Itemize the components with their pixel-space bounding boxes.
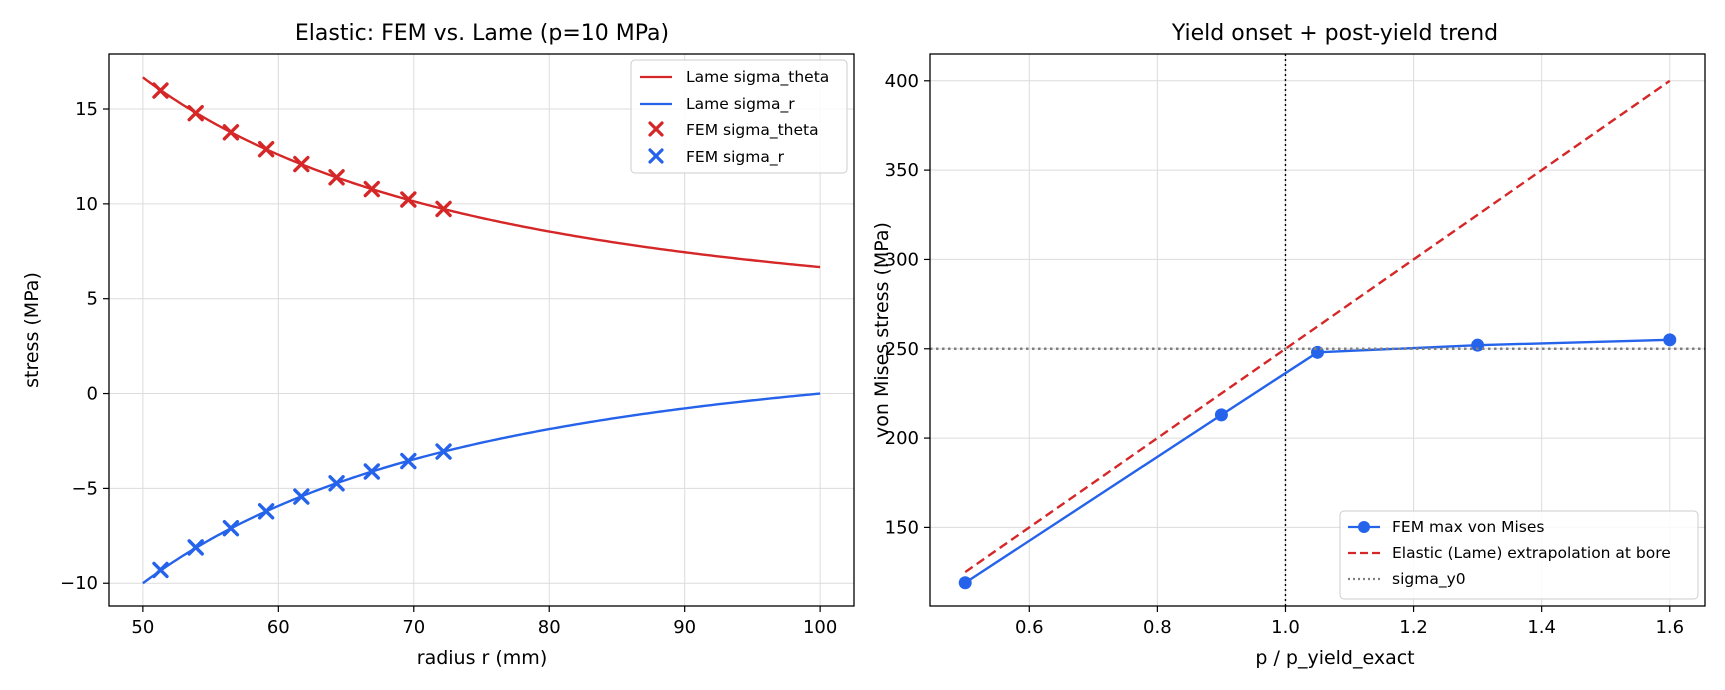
x-tick-label: 1.0: [1271, 617, 1300, 638]
y-tick-label: 250: [885, 339, 919, 360]
y-tick-label: 10: [75, 194, 98, 215]
series-fem-sigma-theta: [152, 82, 452, 218]
marker-fem-sigma-r: [435, 443, 452, 460]
x-tick-label: 60: [267, 617, 290, 638]
y-tick-label: −10: [60, 573, 98, 594]
x-tick-label: 80: [538, 617, 561, 638]
series-lame-sigma-theta: [142, 76, 821, 269]
marker-fem-sigma-theta: [222, 124, 240, 141]
y-tick-label: 400: [885, 71, 919, 92]
x-tick-label: 50: [131, 617, 154, 638]
chart-title-left: Elastic: FEM vs. Lame (p=10 MPa): [295, 21, 669, 46]
panel-right: Yield onset + post-yield trend 0.6 0.8 1.0…: [871, 21, 1706, 669]
marker-fem-sigma-r: [187, 539, 204, 556]
x-tick-label: 90: [673, 617, 696, 638]
x-tick-label: 1.4: [1527, 617, 1556, 638]
legend-label-fem-von-mises: FEM max von Mises: [1392, 518, 1544, 536]
y-axis-label-left: stress (MPa): [21, 272, 43, 388]
marker-fem-max-von-mises: [1471, 338, 1485, 352]
marker-fem-sigma-r: [152, 561, 169, 579]
y-tick-label: 0: [87, 384, 98, 405]
legend-label-lame-sigma-theta: Lame sigma_theta: [686, 68, 829, 87]
marker-fem-sigma-r: [222, 520, 240, 537]
legend-right: FEM max von Mises Elastic (Lame) extrapo…: [1339, 510, 1699, 600]
legend-label-elastic-extrapolation: Elastic (Lame) extrapolation at bore: [1392, 544, 1671, 562]
marker-fem-sigma-theta: [435, 200, 452, 218]
panel-left: Elastic: FEM vs. Lame (p=10 MPa) 50 60 70 8…: [21, 21, 855, 669]
marker-fem-max-von-mises: [1663, 333, 1677, 347]
marker-fem-sigma-r: [328, 475, 345, 492]
x-tick-label: 1.6: [1655, 617, 1684, 638]
y-tick-label: 200: [885, 428, 919, 449]
marker-fem-sigma-theta: [257, 141, 275, 158]
y-tick-label: 150: [885, 517, 919, 538]
legend-swatch-fem-sigma-theta: [648, 121, 664, 137]
series-elastic-lame-extrapolation-at-bore: [964, 79, 1671, 574]
y-tick-label: −5: [71, 478, 98, 499]
x-tick-label: 1.2: [1399, 617, 1428, 638]
x-tick-label: 0.8: [1143, 617, 1172, 638]
marker-fem-max-von-mises: [958, 576, 972, 590]
y-tick-label: 350: [885, 160, 919, 181]
x-tick-label: 100: [803, 617, 837, 638]
y-axis-label-right: von Mises stress (MPa): [871, 222, 893, 438]
series-fem-sigma-r: [152, 443, 452, 579]
legend-left: Lame sigma_theta Lame sigma_r FEM sigma_…: [630, 59, 848, 174]
y-tick-label: 15: [75, 99, 98, 120]
x-axis-label-left: radius r (mm): [417, 647, 547, 669]
legend-label-fem-sigma-r: FEM sigma_r: [686, 148, 785, 167]
marker-fem-sigma-r: [293, 488, 310, 505]
marker-fem-sigma-theta: [363, 180, 380, 198]
legend-label-sigma-y0: sigma_y0: [1392, 570, 1466, 589]
y-tick-label: 5: [87, 289, 98, 310]
marker-fem-sigma-r: [400, 452, 417, 470]
legend-swatch-fem-sigma-r: [648, 148, 664, 164]
marker-fem-sigma-r: [257, 503, 275, 520]
chart-title-right: Yield onset + post-yield trend: [1171, 21, 1498, 46]
x-tick-label: 0.6: [1015, 617, 1044, 638]
y-tick-label: 300: [885, 249, 919, 270]
axes-frame-right: [929, 53, 1706, 607]
marker-fem-sigma-r: [363, 463, 380, 480]
legend-marker-fem-von-mises: [1358, 521, 1370, 533]
marker-fem-sigma-theta: [328, 169, 345, 186]
marker-fem-sigma-theta: [293, 155, 310, 173]
legend-label-lame-sigma-r: Lame sigma_r: [686, 95, 795, 114]
marker-fem-sigma-theta: [152, 82, 169, 99]
marker-fem-sigma-theta: [187, 104, 204, 122]
x-tick-label: 70: [402, 617, 425, 638]
series-lame-sigma-r: [142, 392, 821, 585]
legend-label-fem-sigma-theta: FEM sigma_theta: [686, 121, 819, 140]
x-axis-label-right: p / p_yield_exact: [1255, 647, 1414, 669]
marker-fem-sigma-theta: [400, 191, 417, 208]
marker-fem-max-von-mises: [1214, 408, 1228, 422]
axes-frame-left: [108, 53, 855, 607]
